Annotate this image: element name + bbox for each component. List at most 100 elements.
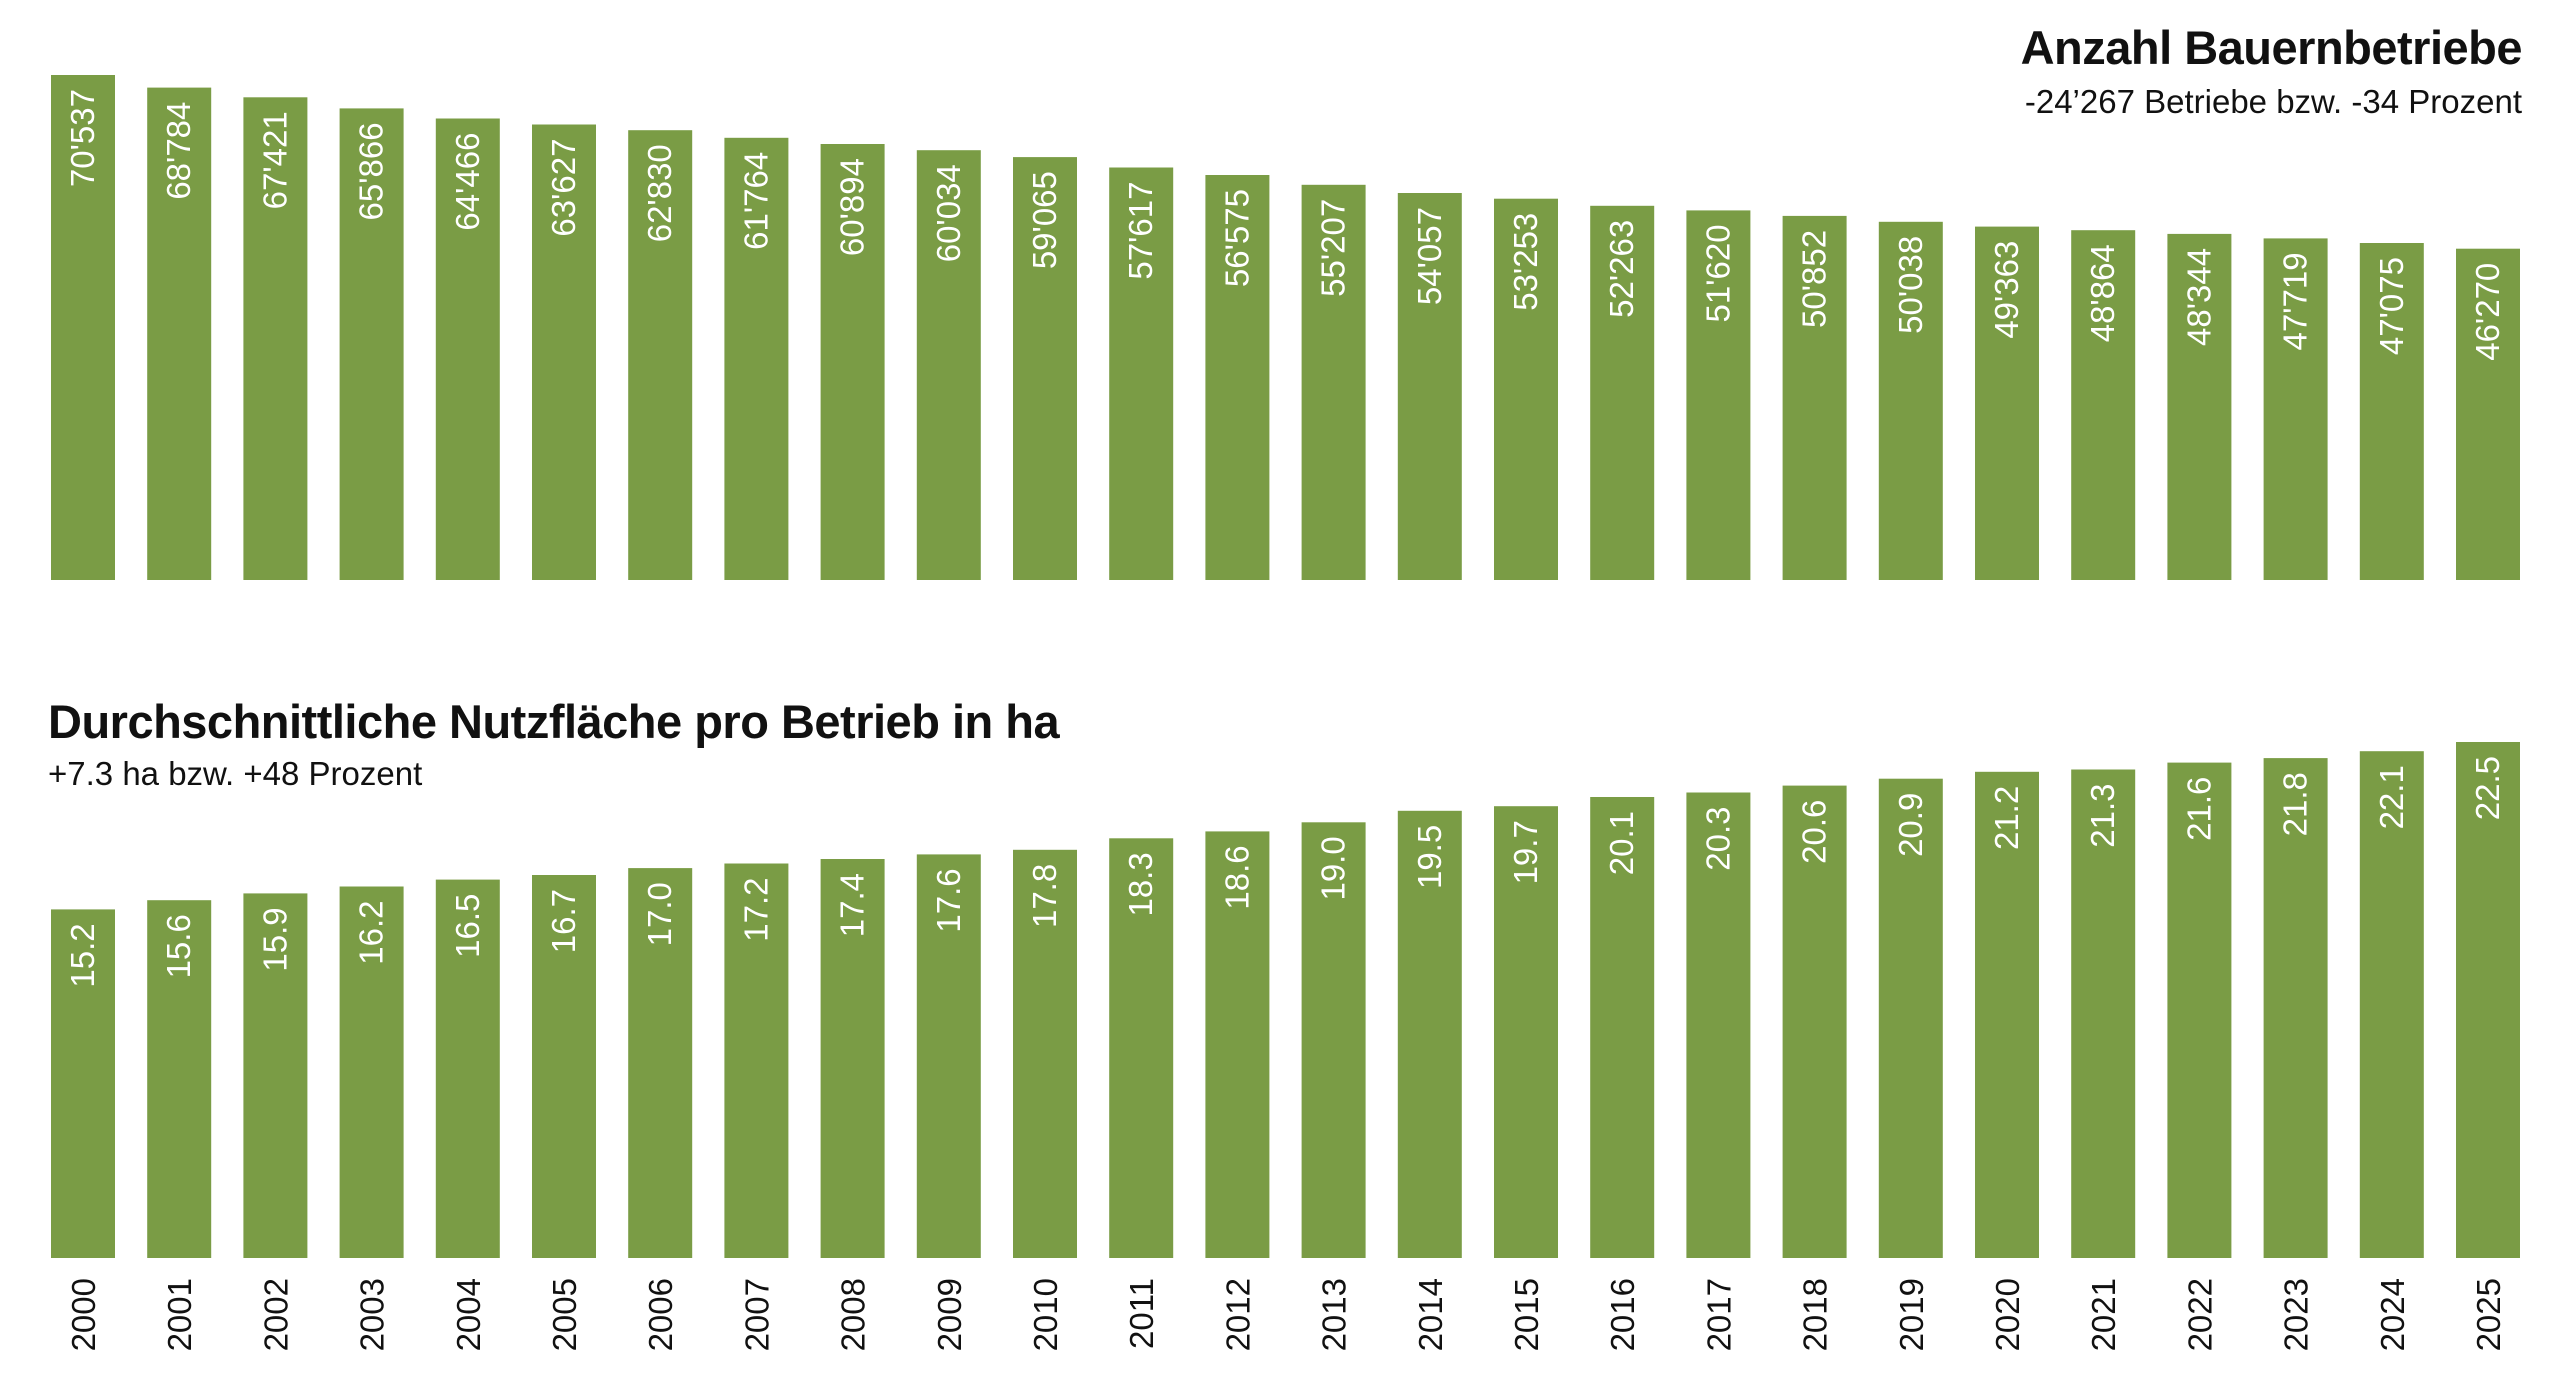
chart-2-data-label-2015: 19.7: [1507, 820, 1544, 884]
chart-1-data-label-2022: 48'344: [2180, 248, 2217, 346]
chart-2-bar-2022: [2167, 762, 2232, 1258]
chart-1-data-label-2007: 61'764: [737, 152, 774, 250]
chart-2-heading: Durchschnittliche Nutzfläche pro Betrieb…: [48, 692, 1060, 796]
chart-1-data-label-2023: 47'719: [2277, 252, 2314, 350]
chart-1-bar-2024: [2359, 243, 2424, 580]
chart-1-bar-2020: [1975, 226, 2039, 580]
chart-2-bar-2018: [1782, 785, 1847, 1258]
x-tick-label-2005: 2005: [546, 1278, 583, 1351]
x-tick-label-2010: 2010: [1027, 1278, 1064, 1351]
chart-1-bar-2008: [820, 144, 885, 580]
x-tick-label-2008: 2008: [835, 1278, 872, 1351]
x-tick-label-2002: 2002: [257, 1278, 294, 1351]
x-tick-label-2004: 2004: [450, 1278, 487, 1351]
chart-2-data-label-2010: 17.8: [1026, 864, 1063, 928]
chart-1-bar-2000: [51, 75, 115, 580]
x-tick-label-2000: 2000: [65, 1278, 102, 1351]
x-tick-label-2011: 2011: [1123, 1278, 1160, 1349]
chart-1-bar-2013: [1301, 184, 1366, 581]
chart-2-data-label-2022: 21.6: [2180, 777, 2217, 841]
chart-1-bar-2022: [2167, 233, 2232, 580]
chart-2-data-label-2014: 19.5: [1411, 825, 1448, 889]
x-tick-label-2007: 2007: [738, 1278, 775, 1351]
chart-1-data-label-2019: 50'038: [1892, 236, 1929, 334]
x-tick-label-2018: 2018: [1797, 1278, 1834, 1351]
x-tick-label-2001: 2001: [161, 1278, 198, 1351]
chart-1-bar-2001: [147, 87, 212, 580]
x-tick-label-2023: 2023: [2278, 1278, 2315, 1351]
chart-1-bar-2015: [1494, 198, 1558, 580]
chart-2-bar-2006: [628, 868, 693, 1258]
chart-1-data-label-2024: 47'075: [2373, 257, 2410, 355]
chart-1-data-label-2003: 65'866: [353, 122, 390, 220]
chart-2-data-label-2008: 17.4: [834, 873, 871, 937]
chart-1-bar-2010: [1013, 157, 1077, 580]
chart-1-data-label-2002: 67'421: [256, 111, 293, 209]
chart-2-data-label-2019: 20.9: [1892, 793, 1929, 857]
chart-2-data-label-2012: 18.6: [1218, 845, 1255, 909]
x-tick-label-2019: 2019: [1893, 1278, 1930, 1351]
chart-1-bar-2023: [2263, 238, 2328, 580]
chart-2-title: Durchschnittliche Nutzfläche pro Betrieb…: [48, 695, 1060, 748]
chart-2-bar-2025: [2456, 742, 2520, 1258]
chart-1-data-label-2021: 48'864: [2084, 244, 2121, 342]
chart-1-data-label-2013: 55'207: [1315, 199, 1352, 297]
chart-1-data-label-2010: 59'065: [1026, 171, 1063, 269]
chart-2-subtitle: +7.3 ha bzw. +48 Prozent: [48, 755, 423, 792]
x-tick-label-2016: 2016: [1604, 1278, 1641, 1351]
chart-2-bar-2000: [51, 909, 115, 1258]
chart-2-data-label-2004: 16.5: [449, 894, 486, 958]
chart-2-data-label-2005: 16.7: [545, 889, 582, 953]
x-tick-label-2017: 2017: [1700, 1278, 1737, 1351]
x-tick-label-2022: 2022: [2181, 1278, 2218, 1351]
chart-2-data-label-2021: 21.3: [2084, 784, 2121, 848]
chart-2-bar-2001: [147, 900, 212, 1258]
chart-2-data-label-2006: 17.0: [641, 882, 678, 946]
chart-2-data-label-2001: 15.6: [160, 914, 197, 978]
chart-1-bar-2011: [1109, 167, 1174, 580]
chart-2-bar-2017: [1686, 792, 1751, 1258]
chart-1-data-label-2015: 53'253: [1507, 213, 1544, 311]
chart-2-data-label-2000: 15.2: [64, 923, 101, 987]
chart-1-data-label-2014: 54'057: [1411, 207, 1448, 305]
chart-1-data-label-2006: 62'830: [641, 144, 678, 242]
chart-2-data-label-2025: 22.5: [2469, 756, 2506, 820]
chart-2-bar-2024: [2359, 751, 2424, 1258]
chart-1-bar-2003: [339, 108, 404, 581]
chart-2-bar-2020: [1975, 771, 2039, 1258]
chart-2-bar-2023: [2263, 758, 2328, 1258]
chart-1-bar-2018: [1782, 215, 1847, 580]
chart-2-data-label-2016: 20.1: [1603, 811, 1640, 875]
chart-1-data-label-2001: 68'784: [160, 102, 197, 200]
chart-2-data-label-2009: 17.6: [930, 868, 967, 932]
chart-2-bar-2009: [916, 854, 981, 1258]
chart-1-heading: Anzahl Bauernbetriebe -24’267 Betriebe b…: [2021, 18, 2523, 124]
chart-2-data-label-2002: 15.9: [256, 907, 293, 971]
chart-2-bar-2003: [339, 886, 404, 1258]
chart-2-data-label-2013: 19.0: [1315, 836, 1352, 900]
chart-1-data-label-2004: 64'466: [449, 133, 486, 231]
chart-2-data-label-2017: 20.3: [1699, 807, 1736, 871]
chart-1-bar-2021: [2071, 230, 2136, 580]
chart-2-bars: 15.2 15.6 15.9 16.2 16.5 16.7 17.0 17.2 17.4 17.6…: [51, 742, 2520, 1258]
x-tick-label-2003: 2003: [354, 1278, 391, 1351]
chart-1-bar-2005: [532, 124, 596, 580]
chart-2-bar-2014: [1397, 810, 1462, 1258]
x-tick-label-2006: 2006: [642, 1278, 679, 1351]
chart-1-data-label-2025: 46'270: [2469, 263, 2506, 361]
x-tick-label-2015: 2015: [1508, 1278, 1545, 1351]
chart-2-bar-2005: [532, 875, 596, 1258]
chart-1-data-label-2020: 49'363: [1988, 241, 2025, 339]
x-tick-label-2024: 2024: [2374, 1278, 2411, 1351]
chart-1-data-label-2009: 60'034: [930, 164, 967, 262]
chart-2-bar-2019: [1878, 778, 1943, 1258]
chart-1-bar-2025: [2456, 248, 2520, 580]
chart-2-data-label-2024: 22.1: [2373, 765, 2410, 829]
chart-1-bar-2002: [243, 97, 308, 581]
chart-2-data-label-2018: 20.6: [1796, 800, 1833, 864]
chart-2-data-label-2003: 16.2: [353, 901, 390, 965]
x-tick-label-2020: 2020: [1989, 1278, 2026, 1351]
chart-2-data-label-2020: 21.2: [1988, 786, 2025, 850]
